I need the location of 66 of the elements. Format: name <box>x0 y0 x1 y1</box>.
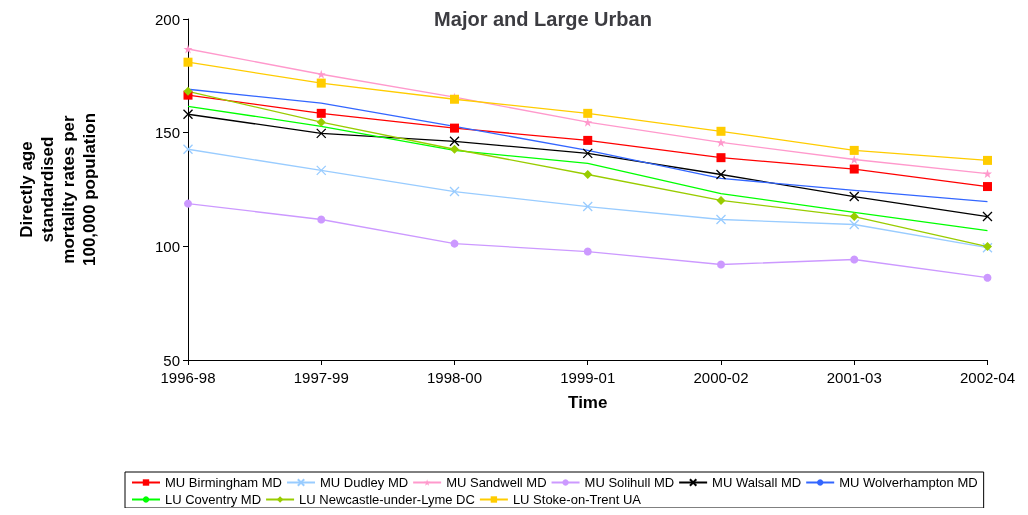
point <box>849 154 859 164</box>
point <box>715 214 727 225</box>
point <box>715 169 727 180</box>
x-tick-label: 1998-00 <box>426 369 483 386</box>
point <box>183 44 193 54</box>
point <box>849 219 860 230</box>
point <box>316 128 327 139</box>
x-tick-label: 2000-02 <box>693 369 749 386</box>
x-tick-label: 2002-04 <box>959 369 1016 386</box>
point <box>450 239 459 248</box>
y-tick-label: 150 <box>154 124 180 142</box>
legend-label: MU Walsall MD <box>712 475 802 490</box>
point <box>982 211 993 222</box>
point <box>849 145 859 155</box>
point <box>716 153 726 163</box>
point <box>583 247 592 256</box>
legend-label: LU Newcastle-under-Lyme DC <box>299 492 475 507</box>
point <box>449 136 460 147</box>
x-axis-title: Time <box>568 393 608 412</box>
point <box>182 109 194 120</box>
legend-label: MU Solihull MD <box>584 475 675 490</box>
point <box>716 195 726 205</box>
legend-label: MU Sandwell MD <box>446 475 547 490</box>
point <box>183 57 193 67</box>
legend-label: MU Birmingham MD <box>165 475 283 490</box>
point <box>583 117 593 127</box>
y-tick-label: 200 <box>154 10 180 28</box>
point <box>583 170 593 179</box>
y-tick-label: 50 <box>163 351 180 369</box>
point <box>449 144 459 154</box>
point <box>183 86 193 96</box>
point <box>982 169 992 179</box>
point <box>449 123 459 133</box>
point <box>582 148 593 159</box>
point <box>849 212 859 222</box>
y-axis-title: Directly age standardised mortality rates per 100,000 population <box>17 112 99 267</box>
point <box>716 260 725 269</box>
y-tick-label: 100 <box>154 237 180 255</box>
point <box>716 126 726 136</box>
legend-label: LU Stoke-on-Trent UA <box>512 492 642 507</box>
legend-label: MU Wolverhampton MD <box>839 475 978 490</box>
point <box>716 137 726 147</box>
point <box>317 215 326 224</box>
legend-label: MU Dudley MD <box>320 475 409 490</box>
x-tick-label: 2001-03 <box>826 369 882 386</box>
point <box>849 164 859 174</box>
point <box>449 186 460 197</box>
point <box>850 255 859 264</box>
point <box>182 144 194 155</box>
point <box>184 199 192 208</box>
legend-label: LU Coventry MD <box>165 492 262 507</box>
point <box>582 201 593 212</box>
point <box>316 165 327 176</box>
point <box>982 182 992 192</box>
point <box>983 273 992 282</box>
point <box>849 191 860 202</box>
point <box>316 117 326 127</box>
chart-title: Major and Large Urban <box>434 8 652 30</box>
x-tick-label: 1997-99 <box>293 369 349 386</box>
point <box>583 135 593 145</box>
x-tick-label: 1996-98 <box>160 369 216 386</box>
x-tick-label: 1999-01 <box>560 369 616 386</box>
point <box>982 155 992 165</box>
point <box>583 108 593 118</box>
point <box>316 108 326 118</box>
point <box>316 78 326 88</box>
